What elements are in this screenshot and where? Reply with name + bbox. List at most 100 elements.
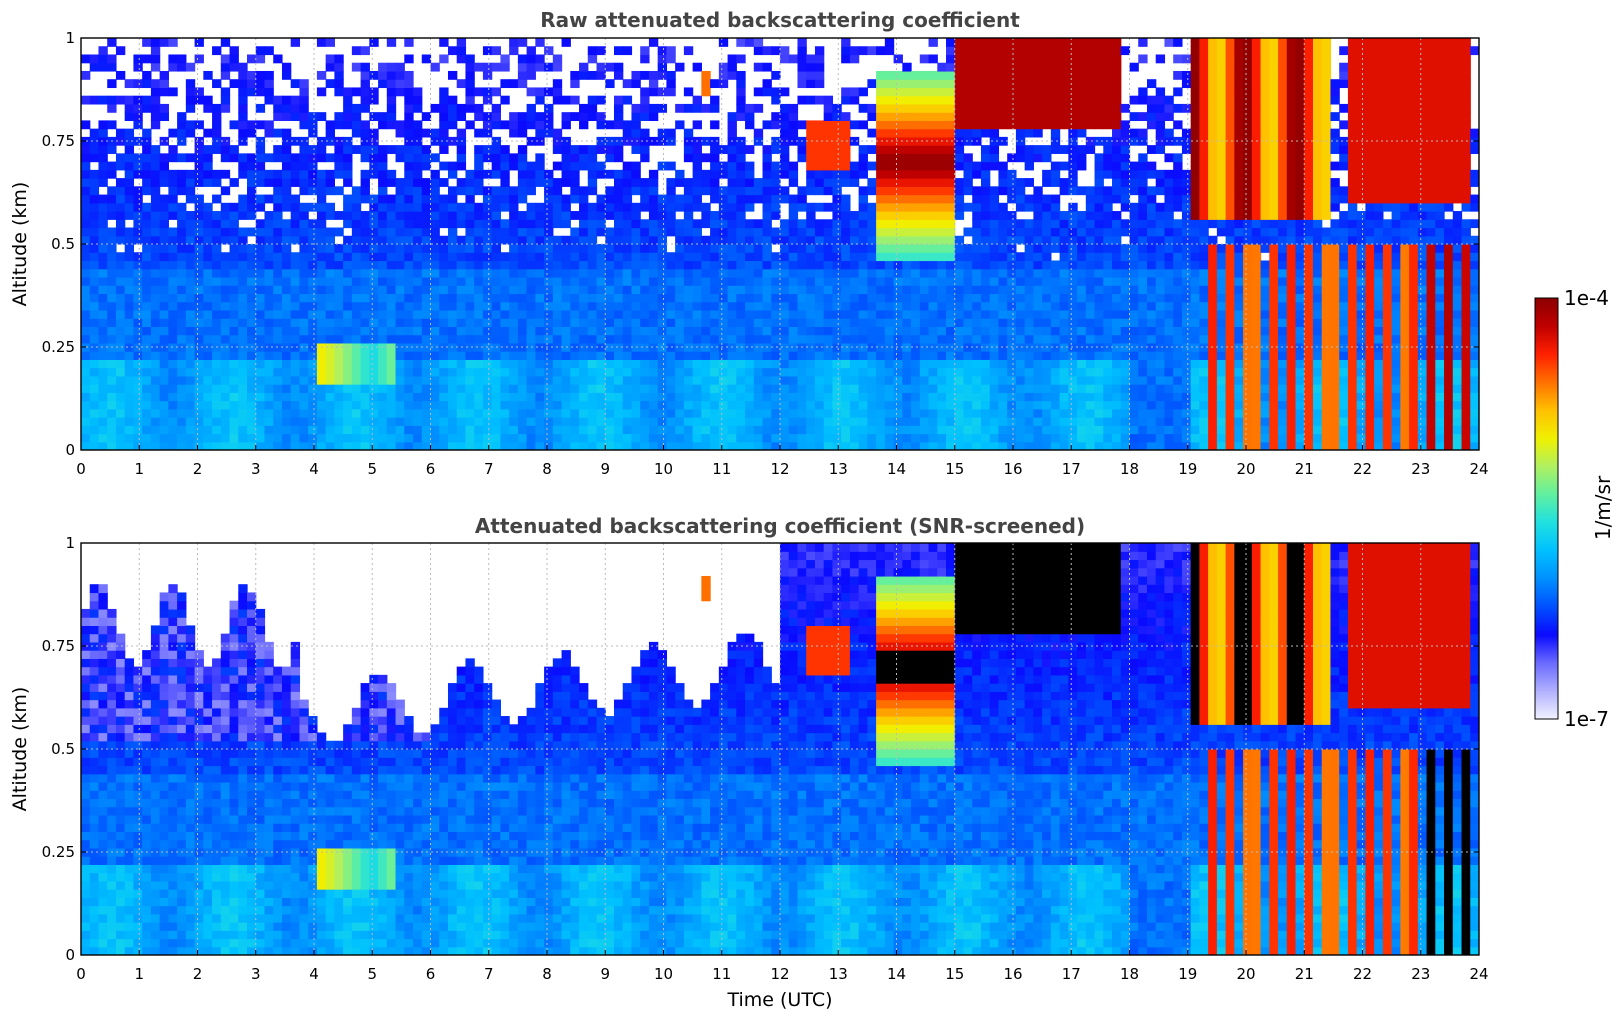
- heatmap-cell: [692, 95, 702, 105]
- heatmap-cell: [238, 103, 248, 113]
- heatmap-cell: [124, 301, 135, 311]
- heatmap-cell: [220, 400, 231, 410]
- heatmap-cell: [736, 268, 746, 278]
- heatmap-cell: [841, 268, 851, 278]
- heatmap-cell: [194, 441, 204, 450]
- heatmap-cell: [1085, 79, 1096, 89]
- heatmap-cell: [823, 136, 834, 146]
- heatmap-cell: [919, 186, 930, 196]
- heatmap-cell: [780, 153, 790, 163]
- heatmap-cell: [325, 400, 335, 410]
- heatmap-cell: [255, 433, 266, 443]
- heatmap-cell: [133, 334, 143, 344]
- heatmap-cell: [1015, 227, 1026, 237]
- heatmap-cell: [1094, 400, 1104, 410]
- heatmap-cell: [1050, 351, 1061, 360]
- heatmap-cell: [946, 169, 956, 179]
- heatmap-cell: [220, 392, 231, 402]
- heatmap-cell: [648, 375, 659, 385]
- heatmap-cell: [439, 87, 449, 97]
- heatmap-cell: [194, 293, 204, 303]
- heatmap-cell: [220, 268, 231, 278]
- heatmap-cell: [884, 441, 895, 450]
- heatmap-cell: [1059, 351, 1069, 360]
- heatmap-cell: [150, 244, 161, 253]
- heatmap-cell: [194, 351, 204, 360]
- heatmap-cell: [290, 227, 301, 237]
- heatmap-cell: [395, 235, 405, 245]
- heatmap-cell: [710, 417, 720, 426]
- heatmap-cell: [220, 87, 231, 97]
- heatmap-cell: [517, 252, 528, 262]
- heatmap-cell: [1007, 169, 1017, 179]
- heatmap-cell: [1085, 351, 1096, 360]
- heatmap-cell: [360, 244, 370, 253]
- heatmap-cell: [220, 260, 231, 270]
- heatmap-cell: [622, 244, 633, 253]
- heatmap-cell: [107, 326, 117, 336]
- heatmap-cell: [360, 211, 370, 220]
- heatmap-cell: [544, 169, 554, 179]
- heatmap-cell: [290, 417, 301, 426]
- heatmap-cell: [281, 375, 292, 385]
- heatmap-cell: [587, 112, 598, 121]
- heatmap-cell: [814, 169, 825, 179]
- heatmap-cell: [526, 112, 536, 121]
- heatmap-cell: [517, 120, 528, 130]
- heatmap-cell: [247, 359, 257, 369]
- heatmap-cell: [168, 351, 178, 360]
- heatmap-cell: [264, 375, 274, 385]
- heatmap-cell: [640, 342, 650, 352]
- heatmap-cell: [613, 62, 624, 72]
- heatmap-cell: [299, 235, 309, 245]
- heatmap-cell: [1059, 120, 1069, 130]
- heatmap-cell: [474, 128, 484, 138]
- heatmap-cell: [281, 62, 292, 72]
- heatmap-cell: [203, 384, 213, 393]
- heatmap-cell: [517, 367, 528, 377]
- heatmap-cell: [613, 260, 624, 270]
- heatmap-cell: [1077, 219, 1087, 229]
- heatmap-cell: [579, 384, 589, 393]
- heatmap-cell: [1059, 244, 1069, 253]
- heatmap-cell: [963, 318, 973, 327]
- heatmap-cell: [360, 318, 370, 327]
- heatmap-cell: [1085, 46, 1096, 56]
- heatmap-cell: [762, 326, 772, 336]
- heatmap-cell: [666, 334, 676, 344]
- heatmap-cell: [613, 351, 624, 360]
- heatmap-cell: [439, 112, 449, 121]
- heatmap-cell: [972, 293, 982, 303]
- heatmap-cell: [613, 95, 624, 105]
- heatmap-cell: [832, 285, 842, 295]
- heatmap-cell: [814, 441, 825, 450]
- heatmap-cell: [832, 161, 842, 171]
- heatmap-cell: [1094, 425, 1104, 435]
- heatmap-cell: [928, 186, 938, 196]
- heatmap-cell: [142, 95, 152, 105]
- heatmap-cell: [841, 235, 851, 245]
- heatmap-cell: [919, 227, 930, 237]
- heatmap-cell: [876, 384, 886, 393]
- heatmap-cell: [264, 359, 274, 369]
- heatmap-cell: [474, 293, 484, 303]
- heatmap-cell: [247, 153, 257, 163]
- heatmap-cell: [648, 384, 659, 393]
- heatmap-cell: [509, 235, 519, 245]
- heatmap-cell: [1033, 244, 1043, 253]
- heatmap-cell: [745, 326, 755, 336]
- heatmap-cell: [386, 62, 397, 72]
- heatmap-cell: [640, 384, 650, 393]
- heatmap-cell: [946, 293, 956, 303]
- heatmap-cell: [613, 112, 624, 121]
- heatmap-cell: [89, 359, 100, 369]
- heatmap-cell: [544, 252, 554, 262]
- heatmap-cell: [561, 169, 571, 179]
- heatmap-cell: [972, 202, 982, 212]
- heatmap-cell: [718, 285, 729, 295]
- heatmap-cell: [710, 301, 720, 311]
- heatmap-cell: [980, 293, 991, 303]
- heatmap-cell: [867, 375, 877, 385]
- heatmap-cell: [1103, 309, 1113, 319]
- heatmap-cell: [648, 70, 659, 80]
